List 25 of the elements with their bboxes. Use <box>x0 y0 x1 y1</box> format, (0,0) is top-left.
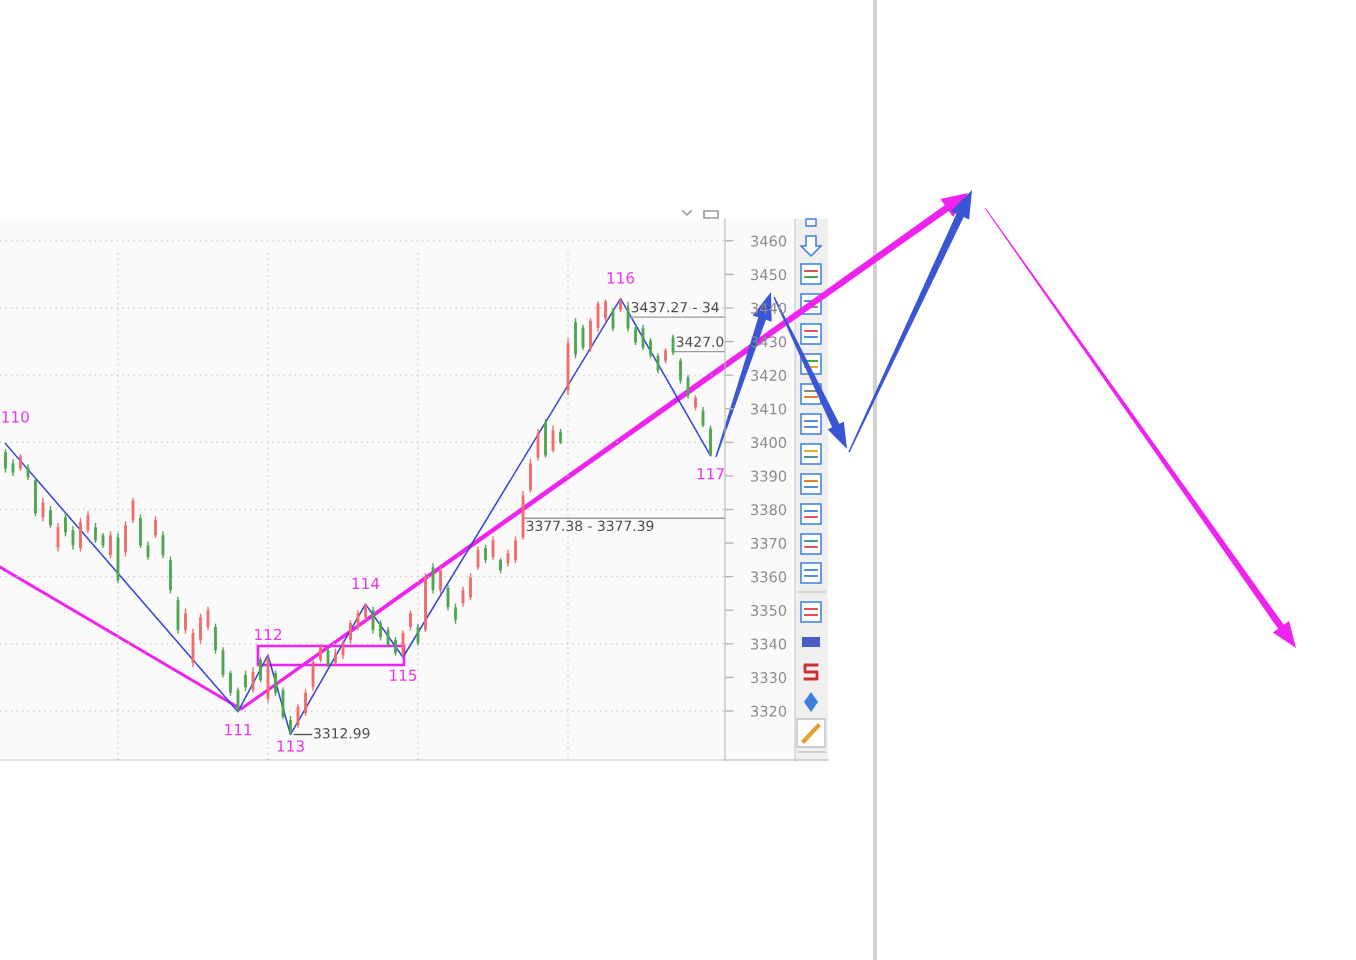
y-tick-label: 3410 <box>751 403 787 415</box>
ref-line-label: 3437.27 - 34 <box>631 301 719 313</box>
y-tick-label: 3450 <box>751 269 787 281</box>
annotation: 116 <box>607 272 635 284</box>
annotation: 114 <box>352 577 380 589</box>
y-tick-label: 3320 <box>751 705 787 717</box>
y-tick-label: 3390 <box>751 470 787 482</box>
annotation: 112 <box>255 628 282 641</box>
y-tick-label: 3350 <box>751 604 787 616</box>
y-tick-label: 3460 <box>751 235 787 247</box>
ref-line-label: 3427.0 <box>676 336 724 347</box>
y-tick-label: 3420 <box>751 369 787 381</box>
annotation: 117 <box>697 468 724 480</box>
annotation: 110 <box>2 411 29 423</box>
annotation: 115 <box>390 669 417 682</box>
y-tick-label: 3370 <box>751 537 787 549</box>
ref-line-label: 3377.38 - 3377.39 <box>526 520 654 532</box>
y-tick-label: 3380 <box>751 504 787 516</box>
y-tick-label: 3330 <box>751 672 787 684</box>
y-tick-label: 3340 <box>751 638 787 650</box>
y-tick-label: 3400 <box>751 437 787 449</box>
data-label: 3312.99 <box>314 728 370 739</box>
y-tick-label: 3360 <box>751 571 787 583</box>
annotation: 111 <box>225 724 252 736</box>
annotation: 113 <box>277 740 304 752</box>
